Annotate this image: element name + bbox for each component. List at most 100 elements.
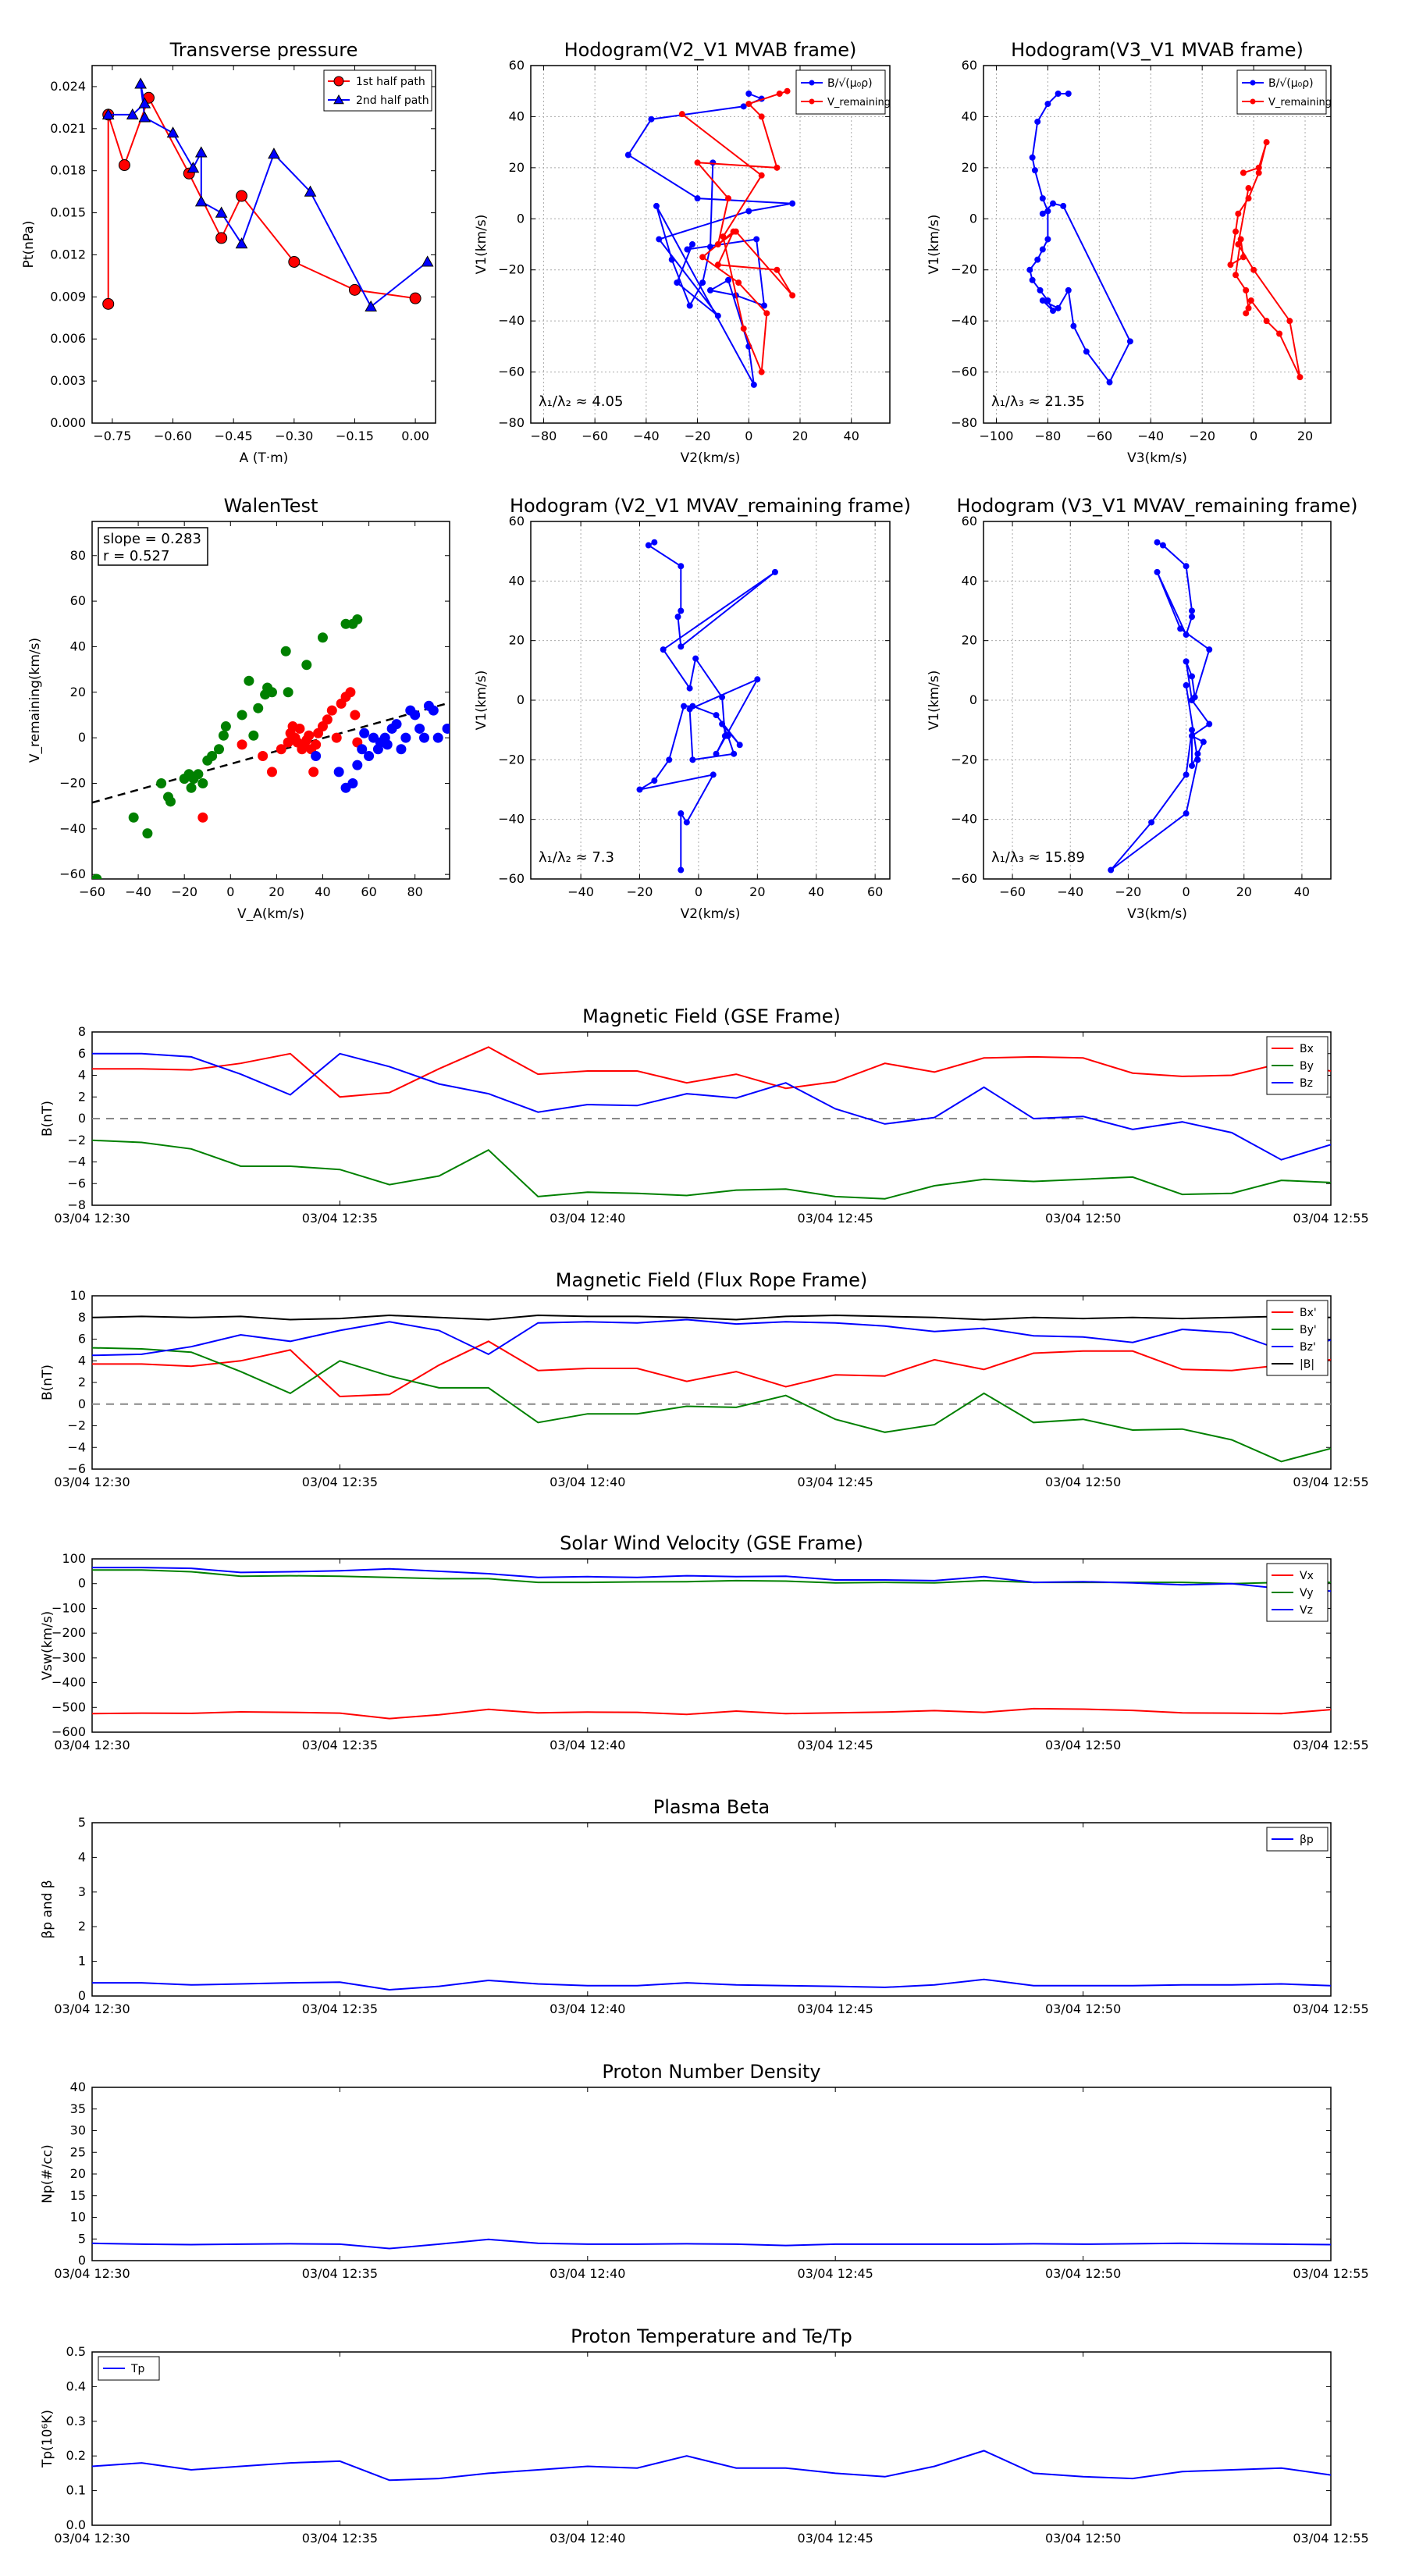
data-point — [218, 730, 229, 741]
x-tick-label: 03/04 12:40 — [550, 2531, 625, 2546]
x-tick-label: 03/04 12:30 — [54, 1475, 130, 1489]
data-point — [1055, 304, 1062, 311]
y-tick-label: 8 — [78, 1310, 86, 1325]
y-tick-label: 10 — [70, 1288, 86, 1303]
data-point — [357, 744, 368, 755]
data-point — [391, 719, 402, 730]
y-tick-label: 20 — [70, 2166, 86, 2181]
data-point — [244, 675, 254, 686]
x-tick-label: 20 — [792, 429, 808, 443]
legend-label: V_remaining — [1268, 97, 1332, 109]
data-point — [1060, 202, 1067, 209]
data-point — [1247, 297, 1254, 304]
y-axis-label: B(nT) — [40, 1101, 55, 1137]
data-point — [714, 241, 721, 247]
data-point — [414, 723, 425, 734]
data-point — [1194, 756, 1201, 763]
data-point — [1044, 297, 1051, 304]
data-point — [651, 777, 658, 785]
plot-area — [92, 1978, 1331, 1991]
y-tick-label: 0.018 — [50, 163, 86, 178]
data-point — [678, 810, 685, 817]
y-tick-label: 60 — [70, 593, 86, 608]
x-tick-label: −0.45 — [215, 429, 253, 443]
y-tick-label: 60 — [509, 58, 525, 73]
y-tick-label: −100 — [52, 1600, 86, 1615]
plot-area — [1108, 539, 1213, 873]
data-point — [350, 710, 361, 720]
data-point — [197, 777, 208, 788]
plot-frame — [983, 65, 1332, 424]
x-tick-label: 80 — [407, 884, 422, 899]
data-point — [1148, 819, 1155, 826]
data-point — [331, 732, 342, 743]
data-point — [648, 116, 655, 123]
chart-plasma-beta: 03/04 12:30 03/04 12:35 03/04 12:40 03/04 1… — [40, 1796, 1369, 2016]
data-point — [740, 103, 747, 110]
y-tick-label: 40 — [509, 573, 525, 588]
data-point — [699, 279, 706, 286]
data-point — [266, 687, 277, 698]
data-point — [214, 744, 225, 755]
y-tick-label: −500 — [52, 1699, 86, 1714]
data-point — [1194, 750, 1201, 757]
y-tick-label: 40 — [70, 639, 86, 653]
x-tick-label: 03/04 12:55 — [1293, 1738, 1368, 1752]
data-point — [1263, 318, 1270, 325]
data-point — [1250, 266, 1257, 273]
chart-title: Solar Wind Velocity (GSE Frame) — [560, 1532, 863, 1554]
data-point — [776, 90, 783, 97]
series-line — [92, 1052, 1331, 1161]
legend-label: Bz' — [1300, 1341, 1316, 1354]
y-tick-label: −60 — [498, 871, 525, 886]
y-tick-label: 8 — [78, 1024, 86, 1039]
data-point — [645, 542, 652, 549]
y-tick-label: −60 — [951, 871, 977, 886]
legend: Vx Vy Vz — [1266, 1563, 1329, 1622]
x-tick-label: 03/04 12:35 — [302, 1211, 378, 1226]
y-tick-label: −2 — [67, 1133, 86, 1147]
ratio-annotation: λ₁/λ₃ ≈ 15.89 — [991, 849, 1085, 866]
data-point — [710, 159, 717, 166]
series-line — [627, 93, 793, 386]
legend-marker — [333, 76, 344, 87]
x-axis-label: A (T·m) — [240, 450, 289, 466]
data-point — [1245, 304, 1252, 311]
chart-title: Hodogram (V3_V1 MVAV_remaining frame) — [956, 495, 1357, 517]
x-tick-label: 60 — [361, 884, 376, 899]
x-tick-label: −20 — [1115, 884, 1142, 899]
x-tick-label: −20 — [685, 429, 711, 443]
legend-label: By — [1300, 1060, 1314, 1073]
data-point — [1044, 101, 1051, 108]
legend-marker — [809, 98, 815, 105]
legend-frame — [795, 69, 886, 115]
plot-frame — [530, 65, 891, 424]
data-point — [1227, 262, 1234, 269]
y-tick-label: 0 — [517, 692, 525, 707]
y-tick-label: 0 — [517, 211, 525, 226]
data-point-2nd-half — [138, 97, 151, 109]
legend-label: V_remaining — [827, 97, 891, 109]
x-tick-label: −40 — [125, 884, 151, 899]
data-point — [1189, 727, 1195, 734]
x-tick-label: 40 — [809, 884, 824, 899]
x-tick-label: 0 — [226, 884, 234, 899]
chart-title: WalenTest — [224, 495, 318, 517]
data-point — [1055, 90, 1062, 97]
data-point — [1037, 286, 1044, 294]
data-point-1st-half — [348, 283, 361, 296]
y-tick-label: 15 — [70, 2188, 86, 2203]
y-tick-label: 0.000 — [50, 415, 86, 430]
data-point — [730, 228, 737, 235]
data-point — [220, 721, 231, 732]
data-point — [301, 660, 312, 671]
data-point — [694, 195, 701, 202]
y-tick-label: 0 — [969, 692, 977, 707]
x-tick-label: 03/04 12:35 — [302, 1738, 378, 1752]
x-tick-label: 03/04 12:55 — [1293, 1211, 1368, 1226]
y-tick-label: 4 — [78, 1849, 86, 1864]
data-point — [1177, 625, 1184, 632]
chart-title: Magnetic Field (GSE Frame) — [582, 1005, 841, 1027]
series-line — [92, 2238, 1331, 2250]
series-line — [1229, 141, 1301, 378]
